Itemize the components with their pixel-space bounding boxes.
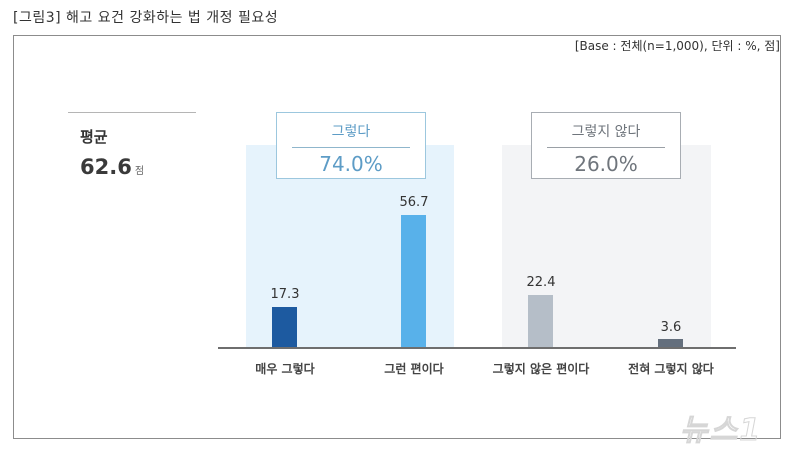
disagree-summary-box: 그렇지 않다 26.0% — [531, 112, 681, 179]
bar-very-agree — [272, 307, 297, 347]
average-divider — [68, 112, 196, 113]
category-label: 전혀 그렇지 않다 — [628, 362, 714, 376]
figure-title: [그림3] 해고 요건 강화하는 법 개정 필요성 — [13, 10, 279, 26]
x-axis-baseline — [218, 347, 736, 349]
average-unit: 점 — [134, 166, 145, 177]
category-label: 그런 편이다 — [384, 362, 444, 376]
agree-summary-divider — [292, 147, 410, 148]
average-value: 62.6 점 — [80, 155, 144, 179]
average-number: 62.6 — [80, 155, 132, 179]
bar-value: 17.3 — [270, 287, 300, 302]
bar-somewhat-agree — [401, 215, 426, 347]
news1-watermark: 뉴스1 — [679, 413, 763, 449]
agree-summary-box: 그렇다 74.0% — [276, 112, 426, 179]
bar-somewhat-disagree — [528, 295, 553, 347]
disagree-summary-label: 그렇지 않다 — [571, 124, 641, 140]
bar-strongly-disagree — [658, 339, 683, 347]
bar-value: 56.7 — [399, 195, 429, 210]
disagree-summary-percent: 26.0% — [574, 152, 638, 176]
category-label: 매우 그렇다 — [255, 362, 315, 376]
category-label: 그렇지 않은 편이다 — [492, 362, 590, 376]
chart-frame — [13, 35, 781, 439]
agree-summary-label: 그렇다 — [331, 124, 371, 140]
bar-value: 3.6 — [660, 320, 682, 335]
base-note: [Base : 전체(n=1,000), 단위 : %, 점] — [574, 39, 780, 53]
bar-value: 22.4 — [526, 275, 556, 290]
disagree-summary-divider — [547, 147, 665, 148]
average-label: 평균 — [80, 128, 108, 146]
agree-summary-percent: 74.0% — [319, 152, 383, 176]
